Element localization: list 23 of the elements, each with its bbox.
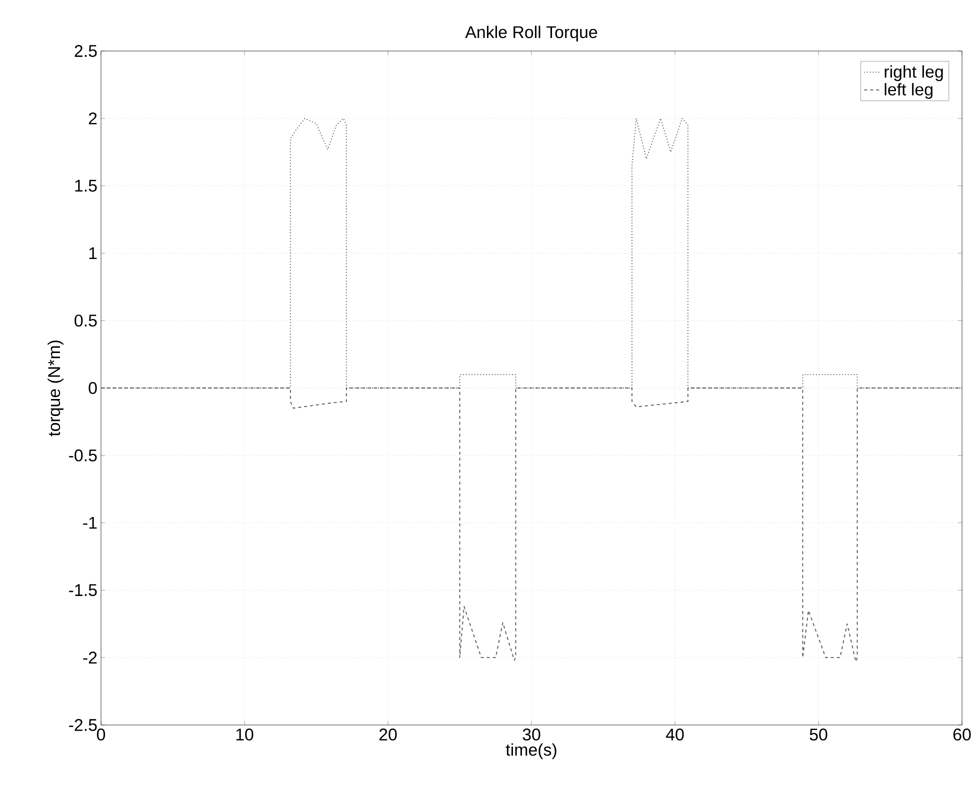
y-tick-label: -2.5 [69, 719, 97, 731]
y-tick-label: -1.5 [69, 584, 97, 596]
y-tick-label: -1 [83, 516, 97, 529]
x-tick-label: 30 [522, 728, 540, 741]
y-tick-label: 2 [88, 112, 97, 124]
y-tick-label: 1 [89, 247, 97, 260]
chart-title: Ankle Roll Torque [465, 26, 598, 42]
x-tick-label: 10 [236, 728, 254, 741]
y-tick-label: 2.5 [74, 45, 97, 57]
x-tick-label: 0 [96, 728, 106, 741]
legend-label: right leg [884, 65, 943, 82]
y-tick-label: 1.5 [75, 180, 97, 192]
legend-label: left leg [884, 83, 932, 99]
x-axis-title: time(s) [506, 743, 556, 760]
y-tick-label: -0.5 [69, 449, 97, 462]
y-axis-title: torque (N*m) [48, 340, 64, 436]
x-tick-label: 50 [810, 728, 828, 741]
x-tick-label: 60 [953, 728, 971, 741]
x-tick-label: 40 [666, 728, 684, 741]
y-tick-label: 0.5 [74, 314, 97, 327]
y-tick-label: 0 [88, 382, 97, 394]
x-tick-label: 20 [379, 728, 397, 741]
y-tick-label: -2 [83, 652, 97, 664]
